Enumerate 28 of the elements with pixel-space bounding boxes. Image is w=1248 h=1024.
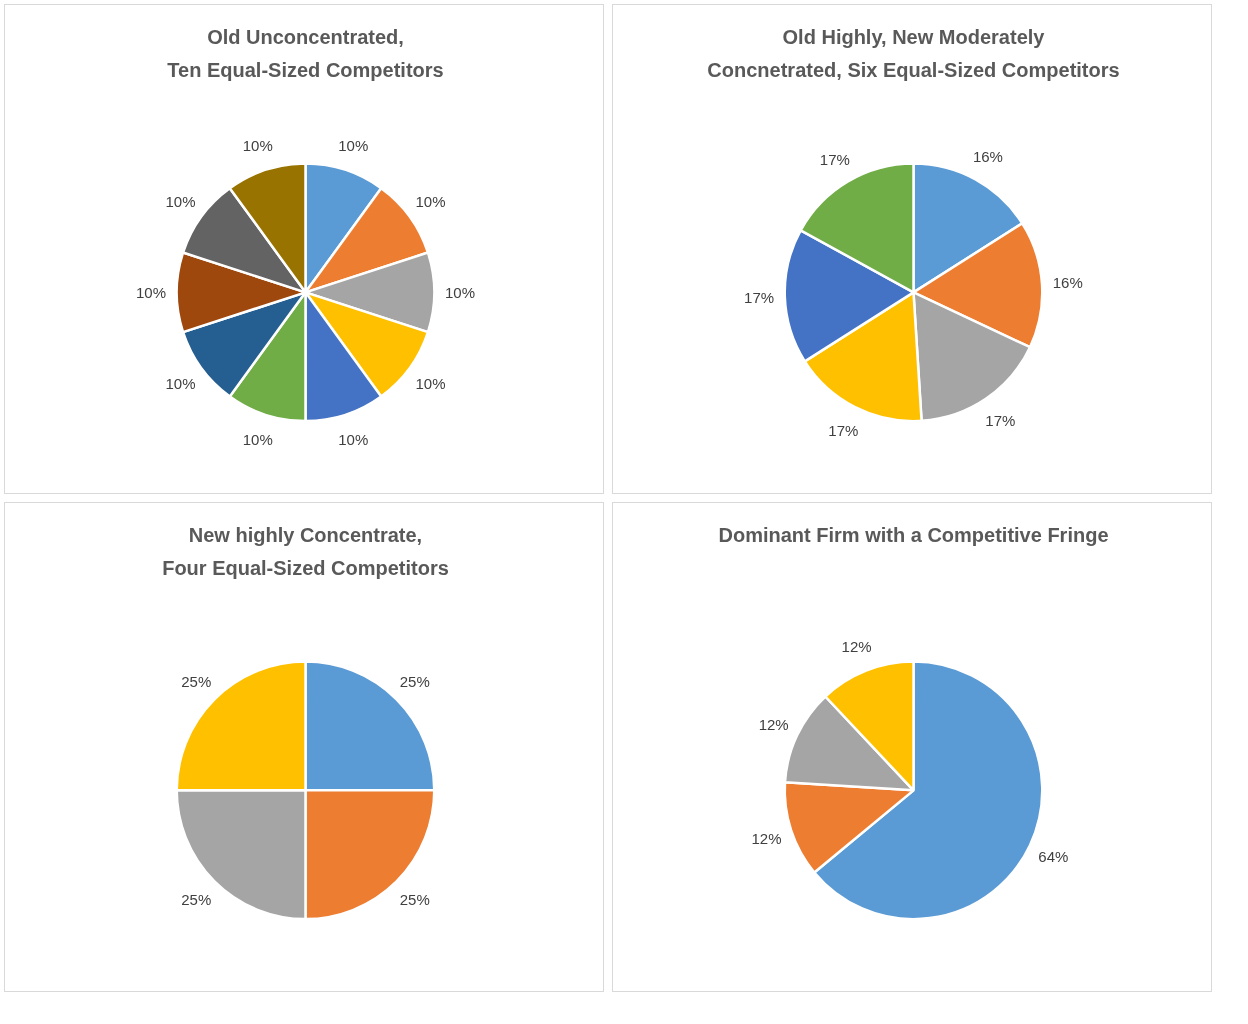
data-label: 10% [242,430,273,448]
data-label: 10% [338,430,369,448]
data-label: 25% [181,891,212,909]
data-label: 17% [828,421,859,439]
chart-title: Old Highly, New Moderately Concnetrated, Six Equal-Sized Competitors [707,25,1120,81]
data-label: 10% [415,374,446,392]
data-label: 10% [135,283,166,301]
data-label: 16% [972,148,1003,166]
chart-title: Dominant Firm with a Competitive Fringe [718,523,1109,546]
data-label: 10% [338,136,369,154]
chart-title: Old Unconcentrated, Ten Equal-Sized Competitors [167,25,444,81]
data-label: 64% [1038,847,1069,865]
data-label: 17% [985,411,1016,429]
data-label: 25% [181,672,212,690]
data-label: 12% [758,716,789,734]
data-label: 10% [415,193,446,211]
data-label: 10% [165,374,196,392]
data-label: 12% [841,638,872,656]
data-label: 17% [744,288,775,306]
data-label: 10% [445,283,476,301]
data-label: 16% [1052,274,1083,292]
chart-title: New highly Concentrate, Four Equal-Sized Competitors [162,523,449,579]
data-label: 12% [751,829,782,847]
data-label: 25% [399,672,430,690]
data-label: 10% [242,136,273,154]
data-label: 17% [819,150,850,168]
data-label: 25% [399,891,430,909]
data-label: 10% [165,193,196,211]
